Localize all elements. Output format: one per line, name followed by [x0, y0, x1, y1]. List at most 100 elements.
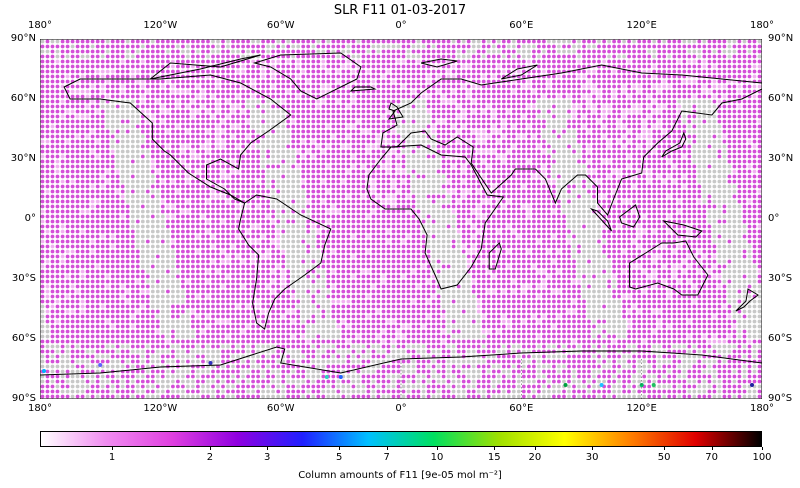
data-dot [466, 144, 471, 149]
data-dot [602, 104, 606, 109]
data-dot [692, 49, 697, 54]
data-dot [296, 89, 301, 94]
data-dot [717, 89, 722, 94]
data-dot [401, 154, 406, 159]
data-dot [85, 99, 90, 104]
data-dot [466, 179, 471, 184]
data-dot [211, 174, 215, 179]
data-dot [552, 189, 556, 194]
data-dot [486, 89, 491, 94]
data-dot [361, 54, 366, 59]
data-dot [461, 54, 466, 59]
data-dot [537, 154, 541, 159]
data-dot [597, 174, 601, 179]
data-dot [130, 204, 135, 209]
data-dot [311, 124, 316, 129]
data-dot [617, 194, 621, 199]
data-dot [155, 164, 160, 169]
data-dot [737, 39, 742, 44]
data-dot [692, 39, 697, 44]
data-dot [331, 139, 336, 144]
data-dot [622, 69, 626, 74]
data-dot [411, 189, 416, 194]
data-dot [341, 179, 346, 184]
data-dot [471, 184, 476, 189]
data-dot [211, 144, 215, 149]
data-dot [717, 79, 722, 84]
data-dot [692, 54, 697, 59]
data-dot [281, 209, 286, 214]
data-dot [667, 69, 672, 74]
data-dot [592, 114, 596, 119]
data-dot [632, 109, 636, 114]
data-dot [100, 154, 105, 159]
data-dot [366, 64, 371, 69]
data-dot [75, 44, 80, 49]
data-dot [231, 174, 235, 179]
data-dot [687, 49, 692, 54]
data-dot [557, 54, 561, 59]
data-dot [246, 94, 251, 99]
data-dot [105, 74, 110, 79]
data-dot [727, 134, 732, 139]
data-dot [687, 194, 692, 199]
data-dot [451, 84, 456, 89]
data-dot [411, 84, 416, 89]
data-dot [391, 209, 396, 214]
data-dot [351, 129, 356, 134]
data-dot [376, 194, 381, 199]
data-dot [622, 149, 626, 154]
data-dot [697, 59, 702, 64]
data-dot [572, 94, 576, 99]
data-dot [186, 199, 190, 204]
data-dot [607, 189, 611, 194]
data-dot [291, 154, 296, 159]
data-dot [135, 104, 140, 109]
data-dot [85, 124, 90, 129]
data-dot [627, 119, 631, 124]
data-dot [607, 154, 611, 159]
data-dot [286, 84, 291, 89]
data-dot [416, 99, 421, 104]
data-dot [271, 154, 275, 159]
data-dot [421, 44, 426, 49]
data-dot [491, 204, 496, 209]
data-dot [361, 134, 366, 139]
data-dot [542, 194, 546, 199]
data-dot [702, 204, 707, 209]
data-dot [562, 84, 566, 89]
data-dot [321, 59, 326, 64]
data-dot [241, 84, 246, 89]
data-dot [140, 84, 145, 89]
data-dot [682, 149, 687, 154]
data-dot [672, 184, 677, 189]
data-dot [95, 89, 100, 94]
data-dot [506, 154, 511, 159]
data-dot [642, 199, 647, 204]
data-dot [562, 174, 566, 179]
data-dot [486, 154, 491, 159]
data-dot [321, 99, 326, 104]
data-dot [301, 204, 306, 209]
data-dot [376, 99, 381, 104]
data-dot [271, 129, 275, 134]
data-dot [135, 119, 140, 124]
data-dot [176, 169, 180, 174]
data-dot [712, 134, 717, 139]
data-dot [70, 84, 75, 89]
data-dot [241, 179, 246, 184]
data-dot [431, 174, 436, 179]
data-dot [592, 204, 596, 209]
data-dot [70, 114, 75, 119]
data-dot [130, 84, 135, 89]
data-dot [431, 79, 436, 84]
data-dot [692, 79, 697, 84]
data-dot [321, 184, 326, 189]
data-dot [642, 164, 647, 169]
data-dot [80, 94, 85, 99]
data-dot [592, 124, 596, 129]
data-dot [125, 174, 130, 179]
data-dot [617, 94, 621, 99]
data-dot [231, 169, 235, 174]
data-dot [316, 39, 321, 44]
